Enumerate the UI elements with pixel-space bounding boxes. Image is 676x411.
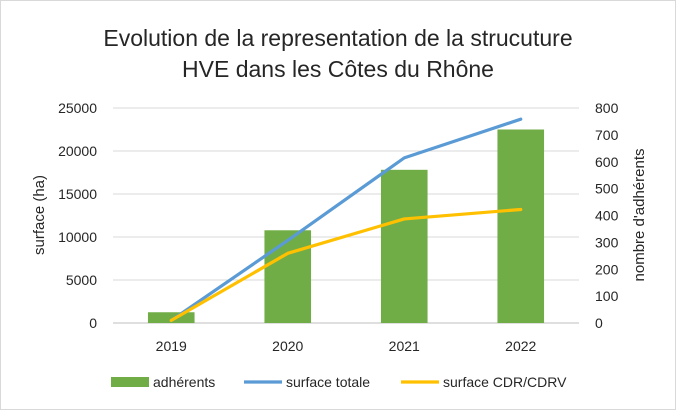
axes: 0 5000 10000 15000 20000 25000 0 100 200 300 400 50… [58,100,619,354]
y-tick-label: 25000 [58,100,97,116]
legend-swatch [111,377,149,387]
series-line-surface-totale [169,117,523,323]
x-tick-label: 2019 [156,338,187,354]
y-tick-label: 10000 [58,229,97,245]
bar-adh-rents-2022 [497,129,545,323]
lines [169,117,523,323]
legend-label: adhérents [153,374,215,390]
y-axis-label: surface (ha) [31,175,48,255]
legend-label: surface CDR/CDRV [443,374,567,390]
bar-adh-rents-2019 [147,312,195,323]
y2-axis-label: nombre d'adhérents [631,149,648,282]
y2-tick-label: 600 [595,154,619,170]
legend-item: surface totale [244,374,370,390]
y2-tick-label: 200 [595,261,619,277]
chart-title: Evolution de la representation de la str… [1,23,675,85]
bar-adh-rents-2020 [264,230,312,323]
y2-tick-label: 700 [595,127,619,143]
bar-adh-rents-2021 [380,169,428,323]
legend-label: surface totale [286,374,370,390]
series-line-surface-CDR-CDRV [169,207,523,323]
x-tick-label: 2021 [389,338,420,354]
y2-tick-label: 100 [595,288,619,304]
y2-tick-label: 0 [595,315,603,331]
y-tick-label: 20000 [58,143,97,159]
y2-tick-label: 300 [595,234,619,250]
y2-tick-label: 400 [595,208,619,224]
x-tick-label: 2022 [505,338,536,354]
y-tick-label: 15000 [58,186,97,202]
legend: adhérents surface totale surface CDR/CDRV [111,374,567,390]
bars [147,129,545,323]
y-tick-label: 5000 [66,272,97,288]
x-tick-label: 2020 [272,338,303,354]
legend-item: adhérents [111,374,215,390]
y2-tick-label: 800 [595,100,619,116]
chart-title-line-2: HVE dans les Côtes du Rhône [182,56,494,82]
legend-item: surface CDR/CDRV [401,374,567,390]
y2-tick-label: 500 [595,181,619,197]
chart-title-line-1: Evolution de la representation de la str… [103,25,573,51]
y-tick-label: 0 [89,315,97,331]
